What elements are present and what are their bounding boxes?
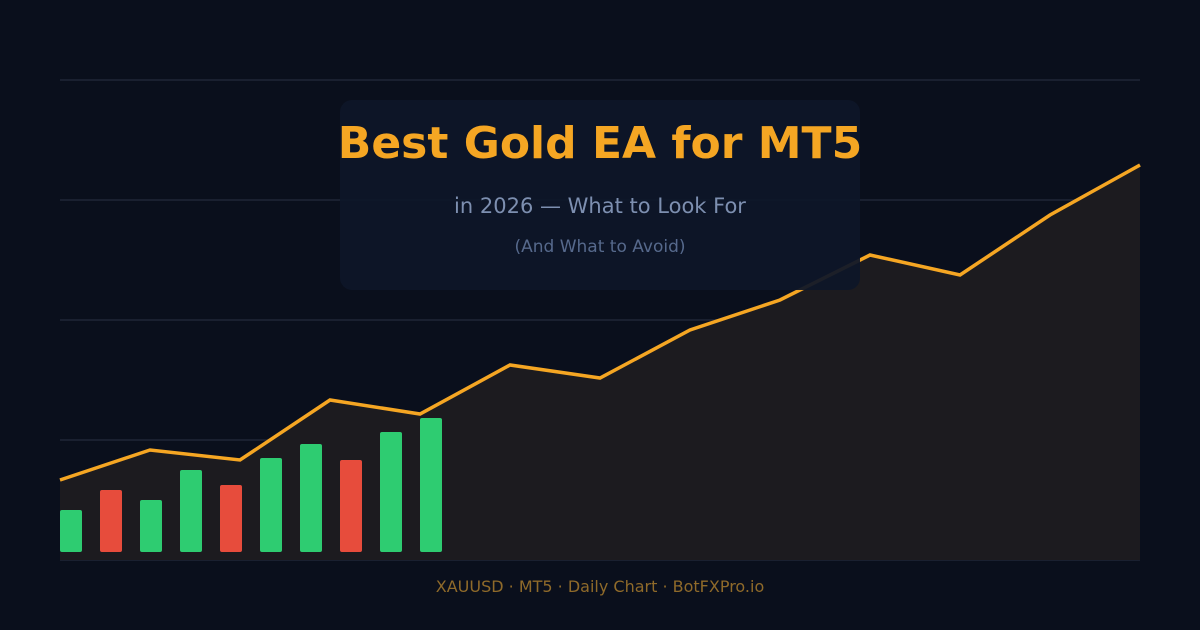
subtitle-note: (And What to Avoid) xyxy=(514,237,686,257)
bull-candle xyxy=(300,444,322,552)
footer-caption: XAUUSD · MT5 · Daily Chart · BotFXPro.io xyxy=(435,577,765,596)
price-area-fill xyxy=(60,165,1140,560)
bull-candle xyxy=(380,432,402,552)
bear-candle xyxy=(100,490,122,552)
candle-bars xyxy=(60,418,442,552)
bear-candle xyxy=(220,485,242,552)
title-card xyxy=(340,100,860,290)
bull-candle xyxy=(260,458,282,552)
bull-candle xyxy=(60,510,82,552)
price-line xyxy=(59,163,1141,482)
subtitle: in 2026 — What to Look For xyxy=(454,194,746,218)
bull-candle xyxy=(140,500,162,552)
bull-candle xyxy=(420,418,442,552)
bear-candle xyxy=(340,460,362,552)
page-title: Best Gold EA for MT5 xyxy=(337,118,863,169)
bull-candle xyxy=(180,470,202,552)
